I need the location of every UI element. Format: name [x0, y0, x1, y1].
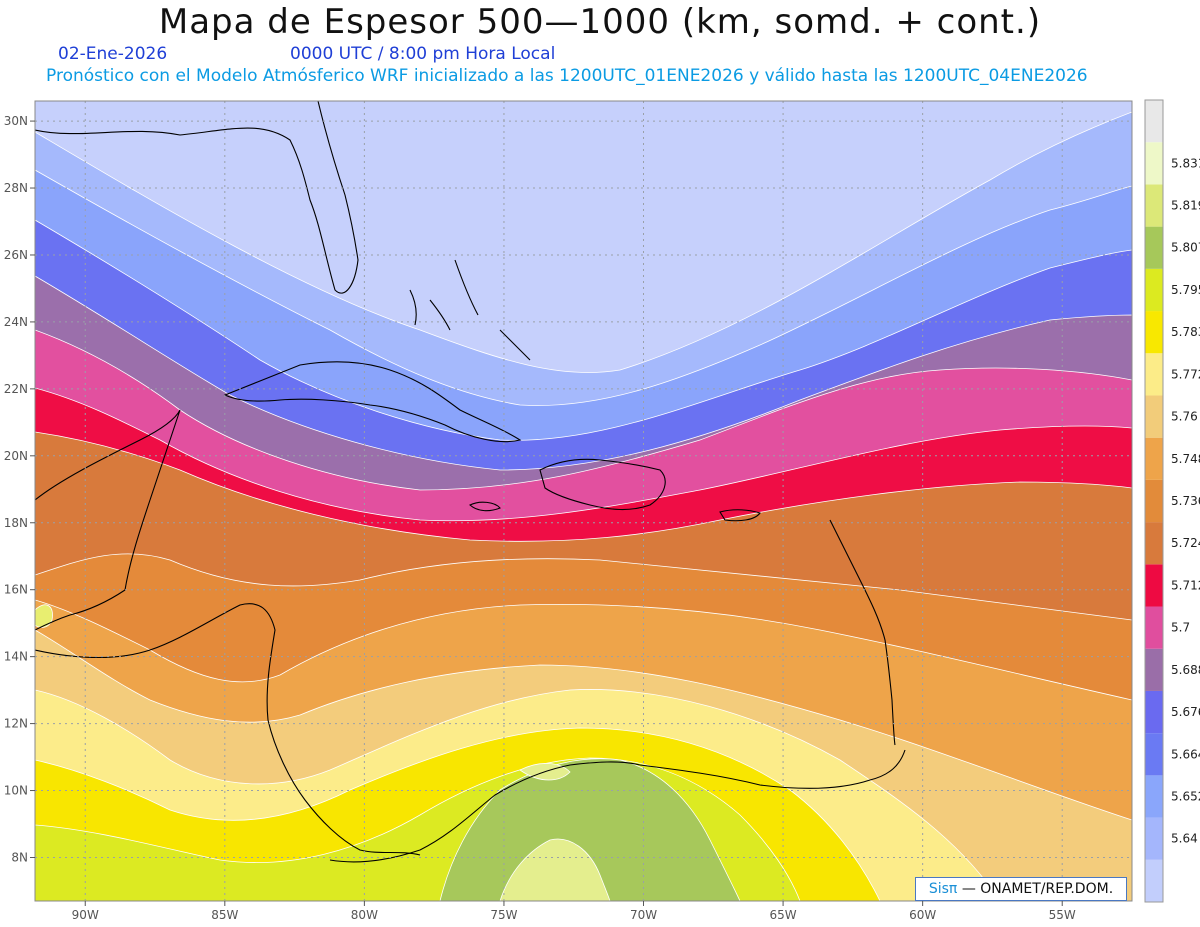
colorbar-label: 5.688 — [1171, 663, 1200, 677]
colorbar-segment — [1145, 395, 1163, 438]
lon-tick-label: 55W — [1049, 908, 1076, 922]
forecast-description: Pronóstico con el Modelo Atmósferico WRF… — [46, 66, 1088, 86]
colorbar-label: 5.7 — [1171, 621, 1190, 635]
lat-tick-label: 10N — [4, 784, 28, 798]
colorbar-label: 5.664 — [1171, 747, 1200, 761]
coast-yucatan — [35, 409, 181, 631]
thickness-shading — [35, 101, 1132, 901]
lon-tick-label: 60W — [909, 908, 936, 922]
lon-tick-label: 70W — [630, 908, 657, 922]
colorbar-segment — [1145, 648, 1163, 691]
map-title: Mapa de Espesor 500—1000 (km, somd. + co… — [158, 2, 1042, 42]
longitude-axis: 90W 85W 80W 75W 70W 65W 60W 55W — [72, 901, 1076, 922]
sispi-logo: Sisπ — [928, 881, 958, 897]
colorbar-segment — [1145, 522, 1163, 565]
colorbar-label: 5.783 — [1171, 325, 1200, 339]
colorbar-label: 5.772 — [1171, 367, 1200, 381]
colorbar-segment — [1145, 817, 1163, 860]
coast-venezuela — [639, 749, 906, 789]
colorbar-segment — [1145, 733, 1163, 776]
band-5.807 — [439, 758, 741, 901]
coast-hispaniola — [539, 458, 666, 511]
coastlines — [35, 101, 906, 863]
colorbar-label: 5.64 — [1171, 832, 1198, 846]
lat-tick-label: 30N — [4, 114, 28, 128]
map-frame — [34, 100, 1133, 902]
colorbar-label: 5.724 — [1171, 536, 1200, 550]
lon-tick-label: 80W — [351, 908, 378, 922]
forecast-date: 02-Ene-2026 — [58, 44, 168, 64]
colorbar-segment — [1145, 479, 1163, 523]
latitude-axis: 30N 28N 26N 24N 22N 20N 18N 16N 14N 12N 10N 8N — [4, 114, 35, 864]
lat-tick-label: 12N — [4, 717, 28, 731]
forecast-time: 0000 UTC / 8:00 pm Hora Local — [290, 44, 556, 64]
credit-text: — ONAMET/REP.DOM. — [961, 881, 1114, 897]
coast-lesser-antilles — [829, 519, 896, 746]
graticule — [35, 101, 1132, 901]
coast-bahamas — [409, 259, 531, 361]
colorbar-segment — [1145, 184, 1163, 227]
credit-box: Sisπ — ONAMET/REP.DOM. — [915, 877, 1127, 901]
colorbar-label: 5.676 — [1171, 705, 1200, 719]
colorbar-segment — [1145, 353, 1163, 396]
colorbar-segment — [1145, 690, 1163, 734]
colorbar-segment — [1145, 859, 1163, 902]
coast-panama-colombia — [329, 761, 641, 863]
lat-tick-label: 24N — [4, 315, 28, 329]
colorbar-label: 5.795 — [1171, 283, 1200, 297]
colorbar-segment — [1145, 775, 1163, 818]
colorbar-label: 5.831 — [1171, 156, 1200, 170]
lat-tick-label: 18N — [4, 516, 28, 530]
lat-tick-label: 22N — [4, 382, 28, 396]
colorbar-segment — [1145, 268, 1163, 312]
colorbar-label: 5.712 — [1171, 578, 1200, 592]
lat-tick-label: 16N — [4, 583, 28, 597]
lon-tick-label: 65W — [770, 908, 797, 922]
lat-tick-label: 8N — [11, 850, 28, 864]
lon-tick-label: 75W — [490, 908, 517, 922]
colorbar-label: 5.652 — [1171, 789, 1200, 803]
band-5.819 — [499, 838, 611, 901]
colorbar-label: 5.736 — [1171, 494, 1200, 508]
colorbar-segment — [1145, 564, 1163, 607]
coast-puerto-rico — [719, 509, 761, 522]
lat-tick-label: 26N — [4, 248, 28, 262]
colorbar-label: 5.748 — [1171, 452, 1200, 466]
colorbar-segment — [1145, 311, 1163, 354]
coast-central-america — [35, 603, 421, 856]
colorbar-segment — [1145, 606, 1163, 649]
lat-tick-label: 20N — [4, 449, 28, 463]
colorbar-label: 5.807 — [1171, 241, 1200, 255]
coast-gulf-florida — [35, 101, 359, 294]
lon-tick-label: 90W — [72, 908, 99, 922]
colorbar-label: 5.76 — [1171, 410, 1198, 424]
lon-tick-label: 85W — [211, 908, 238, 922]
colorbar-segment — [1145, 437, 1163, 480]
colorbar-segment — [1145, 226, 1163, 269]
colorbar-segment — [1145, 100, 1163, 143]
colorbar: 5.64 5.652 5.664 5.676 5.688 5.7 5.712 5.724 5.7… — [1144, 99, 1200, 903]
band-5.748-spot — [35, 604, 53, 628]
colorbar-label: 5.819 — [1171, 199, 1200, 213]
coast-cuba — [223, 361, 522, 443]
lat-tick-label: 28N — [4, 181, 28, 195]
lat-tick-label: 14N — [4, 650, 28, 664]
coast-jamaica — [469, 501, 501, 512]
colorbar-frame — [1144, 99, 1164, 903]
colorbar-segment — [1145, 142, 1163, 185]
